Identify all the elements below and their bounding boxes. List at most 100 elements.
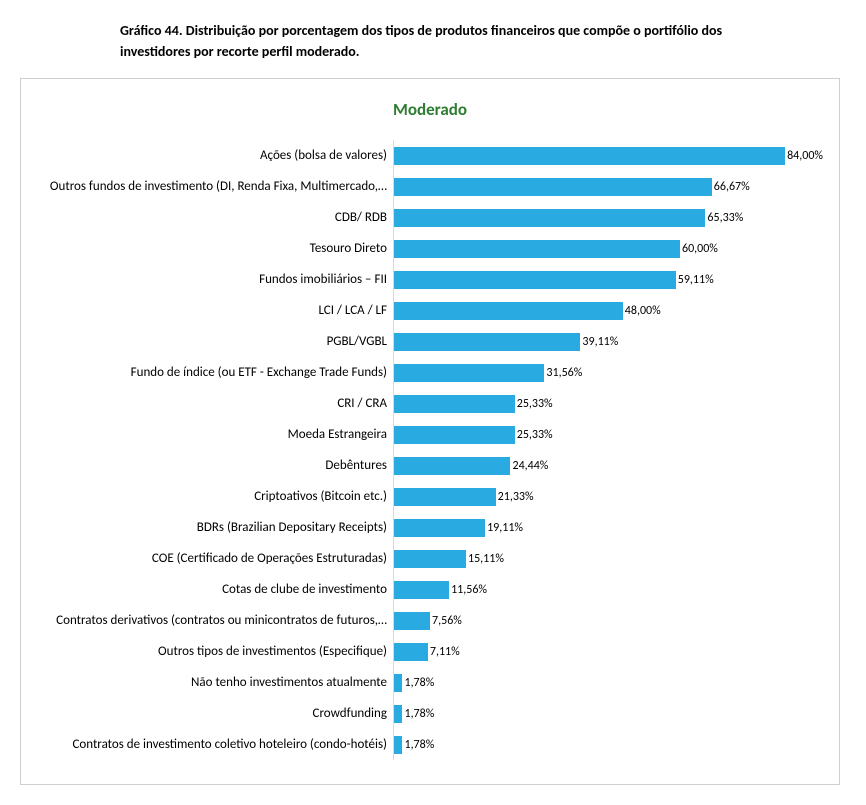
chart-row: Fundo de índice (ou ETF - Exchange Trade… [37,357,823,388]
bar [394,674,402,692]
bar-value-label: 1,78% [404,738,434,752]
bar [394,581,449,599]
bar-area: 21,33% [393,481,823,512]
bar [394,395,515,413]
bar [394,240,680,258]
bar-area: 1,78% [393,667,823,698]
bar-value-label: 19,11% [487,521,523,535]
bar [394,736,402,754]
bar-value-label: 11,56% [451,583,487,597]
row-label: Fundos imobiliários – FII [37,272,393,287]
bar-area: 11,56% [393,574,823,605]
bar-area: 25,33% [393,388,823,419]
figure-caption: Gráfico 44. Distribuição por porcentagem… [120,20,770,62]
bar-area: 7,56% [393,605,823,636]
row-label: COE (Certificado de Operações Estruturad… [37,551,393,566]
row-label: Cotas de clube de investimento [37,582,393,597]
bar [394,488,496,506]
chart-row: BDRs (Brazilian Depositary Receipts) 19,1… [37,512,823,543]
bar-area: 7,11% [393,636,823,667]
row-label: Contratos derivativos (contratos ou mini… [37,613,393,628]
chart-row: Tesouro Direto 60,00% [37,233,823,264]
bar-area: 60,00% [393,233,823,264]
bar-value-label: 25,33% [517,397,553,411]
row-label: Debêntures [37,458,393,473]
row-label: CRI / CRA [37,396,393,411]
bar-value-label: 39,11% [582,335,618,349]
chart-row: COE (Certificado de Operações Estruturad… [37,543,823,574]
chart-row: Fundos imobiliários – FII 59,11% [37,264,823,295]
chart-row: Moeda Estrangeira 25,33% [37,419,823,450]
bar-value-label: 59,11% [678,273,714,287]
bar-area: 66,67% [393,171,823,202]
bar-area: 1,78% [393,698,823,729]
bar-area: 15,11% [393,543,823,574]
chart-row: Crowdfunding 1,78% [37,698,823,729]
chart-row: Cotas de clube de investimento 11,56% [37,574,823,605]
bar [394,643,428,661]
bar-value-label: 1,78% [404,707,434,721]
bar-value-label: 84,00% [787,149,823,163]
row-label: BDRs (Brazilian Depositary Receipts) [37,520,393,535]
row-label: LCI / LCA / LF [37,303,393,318]
row-label: Tesouro Direto [37,241,393,256]
bar [394,612,430,630]
chart-row: Não tenho investimentos atualmente 1,78% [37,667,823,698]
bar-area: 24,44% [393,450,823,481]
chart-rows: Ações (bolsa de valores) 84,00% Outros fun… [37,140,823,760]
bar [394,426,515,444]
row-label: Contratos de investimento coletivo hotel… [37,737,393,752]
row-label: Outros fundos de investimento (DI, Renda… [37,179,393,194]
chart-row: Criptoativos (Bitcoin etc.)21,33% [37,481,823,512]
bar-value-label: 25,33% [517,428,553,442]
row-label: CDB/ RDB [37,210,393,225]
bar [394,302,623,320]
bar [394,209,705,227]
chart-row: LCI / LCA / LF 48,00% [37,295,823,326]
chart-row: PGBL/VGBL 39,11% [37,326,823,357]
bar [394,147,785,165]
chart-row: Outros tipos de investimentos (Especifiq… [37,636,823,667]
bar-value-label: 31,56% [546,366,582,380]
row-label: Outros tipos de investimentos (Especifiq… [37,644,393,659]
chart-title: Moderado [37,99,823,120]
bar-area: 1,78% [393,729,823,760]
chart-row: CRI / CRA 25,33% [37,388,823,419]
bar [394,333,580,351]
chart-row: Contratos de investimento coletivo hotel… [37,729,823,760]
chart-row: Contratos derivativos (contratos ou mini… [37,605,823,636]
bar-area: 39,11% [393,326,823,357]
row-label: Fundo de índice (ou ETF - Exchange Trade… [37,365,393,380]
bar-value-label: 7,11% [430,645,460,659]
row-label: Crowdfunding [37,706,393,721]
row-label: Criptoativos (Bitcoin etc.) [37,489,393,504]
bar [394,705,402,723]
bar-value-label: 1,78% [404,676,434,690]
bar-area: 31,56% [393,357,823,388]
bar-value-label: 24,44% [512,459,548,473]
bar [394,364,544,382]
bar [394,550,466,568]
bar-value-label: 7,56% [432,614,462,628]
chart-row: CDB/ RDB 65,33% [37,202,823,233]
bar [394,271,676,289]
row-label: Não tenho investimentos atualmente [37,675,393,690]
row-label: PGBL/VGBL [37,334,393,349]
bar-area: 65,33% [393,202,823,233]
chart-row: Outros fundos de investimento (DI, Renda… [37,171,823,202]
bar [394,457,510,475]
bar-area: 84,00% [393,140,823,171]
bar-value-label: 48,00% [625,304,661,318]
bar-value-label: 65,33% [707,211,743,225]
bar-area: 59,11% [393,264,823,295]
chart-container: Moderado Ações (bolsa de valores) 84,00% O… [20,78,840,785]
bar-area: 19,11% [393,512,823,543]
bar [394,519,485,537]
bar-value-label: 66,67% [714,180,750,194]
row-label: Moeda Estrangeira [37,427,393,442]
bar [394,178,712,196]
row-label: Ações (bolsa de valores) [37,148,393,163]
bar-value-label: 60,00% [682,242,718,256]
bar-area: 25,33% [393,419,823,450]
bar-area: 48,00% [393,295,823,326]
